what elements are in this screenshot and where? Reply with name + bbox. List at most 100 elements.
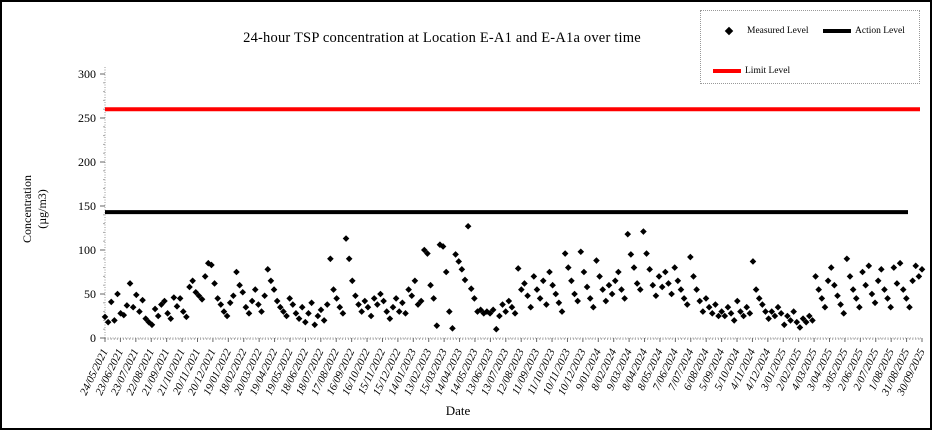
measured-point [236,281,243,289]
measured-point [899,286,907,293]
measured-point [555,299,563,307]
measured-point [633,280,641,287]
measured-point [267,277,275,285]
measured-point [759,301,766,308]
measured-point [248,297,256,305]
measured-point [846,273,854,280]
measured-point [330,286,337,293]
measured-point [868,290,876,298]
measured-point [602,297,610,305]
measured-point [593,257,600,264]
svg-text:50: 50 [84,287,96,301]
measured-point [859,268,866,276]
measured-point [799,315,807,322]
measured-point [217,301,225,308]
measured-point [164,310,171,317]
x-axis-title: Date [445,403,471,418]
measured-point [740,312,747,320]
measured-point [133,291,140,299]
measured-point [305,310,312,317]
measured-point [242,303,250,311]
measured-point [755,295,763,302]
legend-marker-area [715,26,743,36]
measured-point [683,301,691,308]
measured-point [615,268,622,276]
measured-point [348,277,356,285]
measured-point [514,265,522,272]
measured-point [383,308,391,315]
measured-point [812,273,819,280]
measured-point [261,292,268,300]
measured-point [311,321,319,329]
measured-point [295,315,303,322]
measured-point [774,303,782,311]
measured-point [874,277,882,285]
measured-point [539,277,547,285]
measured-point [608,290,616,298]
measured-point [489,306,497,314]
measured-point [380,297,387,305]
measured-point [183,313,190,321]
measured-point [590,303,597,311]
measured-point [408,292,416,300]
measured-point [843,255,851,263]
measured-point [536,295,544,302]
measured-point [511,310,519,317]
measured-point [336,303,344,311]
measured-point [777,310,785,317]
measured-point [192,288,200,296]
measured-point [640,228,647,235]
measured-point [389,303,397,311]
measured-point [230,292,237,300]
action-line-marker-icon [823,29,851,33]
measured-point [693,286,700,293]
legend-label-limit: Limit Level [745,66,791,76]
measured-point [474,308,481,315]
measured-point [743,303,751,311]
measured-point [893,280,901,287]
measured-point [424,250,431,257]
measured-point [818,295,826,302]
measured-point [395,308,403,315]
measured-point [699,308,707,315]
measured-point [508,303,516,311]
measured-point [674,277,682,285]
measured-point [715,312,722,320]
measured-point [784,312,791,320]
measured-point [126,280,134,287]
measured-point [658,283,666,291]
measured-point [677,286,685,293]
measured-point [170,294,178,301]
measured-point [796,324,804,331]
measured-point [636,286,644,293]
measured-point [718,308,725,315]
measured-point [896,259,904,267]
measured-point [173,303,181,310]
measured-point [583,283,591,291]
measured-point [430,295,437,302]
measured-point [270,286,278,293]
measured-point [837,301,844,308]
measured-point [646,266,653,273]
measured-point [771,312,779,320]
measured-point [840,310,848,317]
measured-point [831,281,838,289]
svg-text:150: 150 [78,199,96,213]
measured-point [580,268,588,276]
measured-point [649,281,657,289]
measured-point [765,315,772,322]
measured-point [596,273,603,280]
measured-point [386,315,394,322]
y-axis-title-line2: (µg/m3) [35,189,49,229]
measured-point [887,303,894,311]
measured-point [477,306,484,314]
measured-point [273,297,281,305]
measured-point [652,292,660,300]
measured-point [906,303,913,311]
measured-point [708,310,716,317]
svg-text:100: 100 [78,243,96,257]
svg-text:200: 200 [78,155,96,169]
svg-text:300: 300 [78,67,96,81]
measured-point [702,295,710,302]
